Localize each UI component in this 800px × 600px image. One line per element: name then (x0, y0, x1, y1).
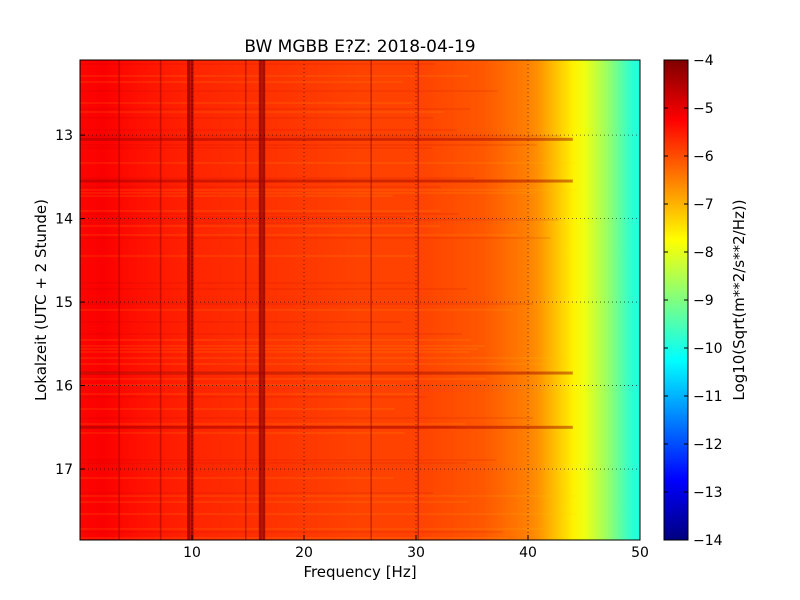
colorbar-tick-label: −4 (693, 53, 714, 69)
y-axis-label: Lokalzeit (UTC + 2 Stunde) (32, 199, 50, 401)
spectral-line-2 (187, 60, 191, 540)
y-axis: 13 14 15 16 17 (55, 128, 85, 478)
spectral-line-8 (417, 60, 420, 540)
x-tick-label: 30 (407, 545, 425, 561)
x-tick-label: 40 (519, 545, 537, 561)
y-tick-label: 13 (55, 128, 73, 144)
spectral-line-4 (244, 60, 247, 540)
spectral-line-0 (118, 60, 120, 540)
colorbar-tick-label: −13 (693, 485, 723, 501)
colorbar-tick-label: −11 (693, 389, 723, 405)
time-event-2 (80, 371, 573, 375)
colorbar-ticks: −4 −5 −6 −7 −8 −9 −10 −11 −12 −13 −14 (664, 53, 723, 549)
x-axis-label: Frequency [Hz] (303, 563, 416, 581)
heatmap-texture (80, 63, 578, 539)
spectral-line-5 (258, 60, 262, 540)
colorbar-tick-label: −5 (693, 101, 714, 117)
colorbar-label: Log10(Sqrt(m**2/s**2/Hz)) (730, 199, 748, 400)
plot-area (79, 59, 641, 541)
colorbar-tick-label: −10 (693, 341, 723, 357)
y-tick-label: 15 (55, 295, 73, 311)
colorbar-tick-label: −9 (693, 293, 714, 309)
spectral-line-6 (262, 60, 266, 540)
x-axis: 10 20 30 40 50 (183, 535, 649, 561)
spectral-line-7 (370, 60, 372, 540)
time-event-3 (80, 425, 573, 429)
y-tick-label: 16 (55, 379, 73, 395)
colorbar-tick-label: −7 (693, 197, 714, 213)
colorbar-tick-label: −6 (693, 149, 714, 165)
time-event-1 (80, 179, 573, 183)
spectral-line-1 (159, 60, 162, 540)
y-tick-label: 14 (55, 212, 73, 228)
plot-frame (79, 59, 641, 541)
x-tick-label: 20 (295, 545, 313, 561)
heatmap-features (80, 60, 573, 540)
x-tick-label: 50 (631, 545, 649, 561)
colorbar: −4 −5 −6 −7 −8 −9 −10 −11 −12 −13 −14 Log10(Sqrt(m… (663, 53, 748, 549)
heatmap-background (80, 60, 640, 540)
colorbar-tick-label: −12 (693, 437, 723, 453)
time-event-0 (80, 137, 573, 141)
colorbar-tick-label: −14 (693, 533, 723, 549)
x-tick-label: 10 (183, 545, 201, 561)
y-tick-label: 17 (55, 462, 73, 478)
chart-title: BW MGBB E?Z: 2018-04-19 (244, 37, 475, 57)
colorbar-tick-label: −8 (693, 245, 714, 261)
